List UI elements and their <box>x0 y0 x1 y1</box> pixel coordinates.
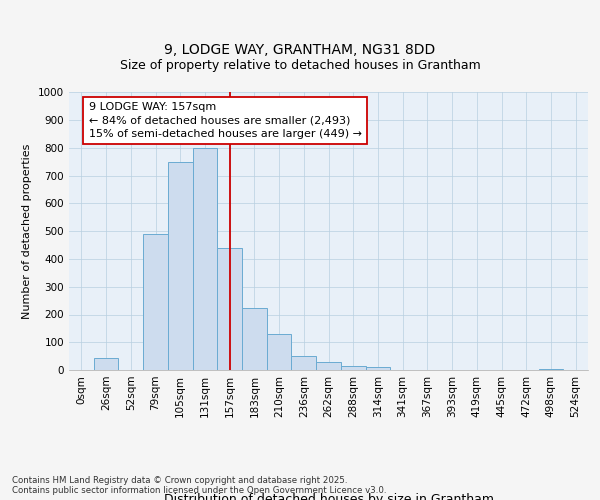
Bar <box>143 234 168 370</box>
Bar <box>341 366 365 370</box>
Text: Size of property relative to detached houses in Grantham: Size of property relative to detached ho… <box>119 60 481 72</box>
Text: 9 LODGE WAY: 157sqm
← 84% of detached houses are smaller (2,493)
15% of semi-det: 9 LODGE WAY: 157sqm ← 84% of detached ho… <box>89 102 362 139</box>
X-axis label: Distribution of detached houses by size in Grantham: Distribution of detached houses by size … <box>163 494 493 500</box>
Bar <box>316 362 341 370</box>
Y-axis label: Number of detached properties: Number of detached properties <box>22 144 32 319</box>
Bar <box>217 248 242 370</box>
Bar <box>193 148 217 370</box>
Bar <box>365 367 390 370</box>
Bar <box>539 368 563 370</box>
Text: Contains HM Land Registry data © Crown copyright and database right 2025.
Contai: Contains HM Land Registry data © Crown c… <box>12 476 386 495</box>
Bar <box>94 358 118 370</box>
Bar <box>242 308 267 370</box>
Bar <box>168 162 193 370</box>
Bar <box>267 334 292 370</box>
Text: 9, LODGE WAY, GRANTHAM, NG31 8DD: 9, LODGE WAY, GRANTHAM, NG31 8DD <box>164 44 436 58</box>
Bar <box>292 356 316 370</box>
